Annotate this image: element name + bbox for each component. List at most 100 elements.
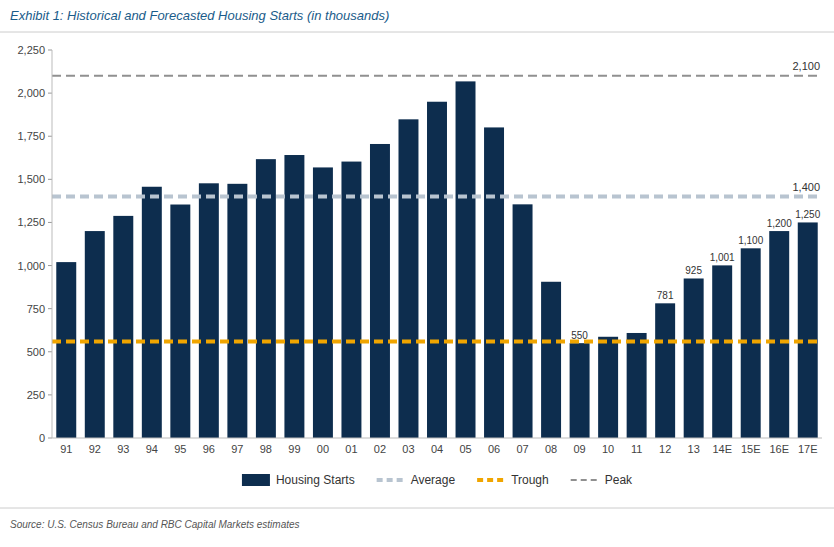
legend-item: Average [377, 473, 456, 487]
x-tick-label: 95 [174, 443, 186, 455]
chart: Exhibit 1: Historical and Forecasted Hou… [0, 0, 834, 547]
bar [627, 333, 647, 438]
x-tick-label: 10 [602, 443, 614, 455]
y-tick [48, 93, 52, 94]
bar [256, 159, 276, 438]
bar [570, 343, 590, 438]
x-tick-label: 98 [260, 443, 272, 455]
y-tick-label: 1,250 [17, 216, 45, 228]
bar [541, 282, 561, 438]
bar [142, 187, 162, 438]
legend-swatch [571, 479, 599, 481]
x-tick-label: 92 [89, 443, 101, 455]
y-tick [48, 265, 52, 266]
legend-label: Trough [511, 473, 549, 487]
x-tick-label: 11 [631, 443, 642, 455]
y-tick-label: 0 [39, 432, 45, 444]
reference-line [52, 75, 822, 77]
plot-area [52, 76, 822, 438]
x-tick-label: 12 [659, 443, 671, 455]
legend-swatch [477, 478, 505, 482]
bar [798, 222, 818, 438]
legend-swatch [242, 474, 270, 486]
x-tick-label: 13 [688, 443, 700, 455]
background [0, 0, 834, 547]
reference-label: 2,100 [792, 60, 820, 72]
y-tick [48, 222, 52, 223]
data-labels: 550 781 925 1,0011,100 1,2001,250 1,400 2,100 [571, 60, 820, 341]
separator [0, 508, 834, 509]
x-tick-label: 04 [431, 443, 443, 455]
x-tick-label: 06 [488, 443, 500, 455]
x-tick-label: 08 [545, 443, 557, 455]
bar [370, 144, 390, 438]
y-tick [48, 179, 52, 180]
y-axis: 0 250 500 750 1,000 1,250 1,500 1,750 2,000 2,250 [17, 44, 52, 444]
y-tick [48, 50, 52, 51]
bar [598, 337, 618, 438]
data-label: 1,001 [710, 252, 735, 263]
x-tick-label: 17E [798, 443, 818, 455]
reference-line [52, 339, 822, 343]
title: Exhibit 1: Historical and Forecasted Hou… [10, 8, 389, 23]
legend-item: Peak [571, 473, 633, 487]
bar [341, 162, 361, 438]
y-tick-label: 2,000 [17, 87, 45, 99]
x-tick-label: 91 [60, 443, 72, 455]
separator [0, 32, 834, 33]
y-tick [48, 394, 52, 395]
bar [513, 204, 533, 438]
data-label: 1,200 [767, 218, 792, 229]
y-tick [48, 136, 52, 137]
x-tick-label: 05 [459, 443, 471, 455]
data-label: 925 [685, 265, 702, 276]
x-tick-label: 14E [712, 443, 732, 455]
x-tick-label: 97 [231, 443, 243, 455]
x-axis: 9192939495969798990001020304050607080910… [60, 443, 817, 455]
x-tick-label: 16E [769, 443, 789, 455]
legend-label: Average [411, 473, 456, 487]
x-tick-label: 15E [741, 443, 761, 455]
bar [199, 183, 219, 438]
y-tick [48, 308, 52, 309]
y-tick-label: 250 [27, 389, 45, 401]
bar [769, 231, 789, 438]
legend-item: Housing Starts [242, 473, 355, 487]
x-tick-label: 02 [374, 443, 386, 455]
y-tick-label: 2,250 [17, 44, 45, 56]
y-tick-label: 500 [27, 346, 45, 358]
bar [170, 205, 190, 438]
x-tick-label: 09 [573, 443, 585, 455]
legend-item: Trough [477, 473, 549, 487]
x-tick-label: 00 [317, 443, 329, 455]
reference-label: 1,400 [792, 181, 820, 193]
y-axis-line [52, 50, 53, 438]
bar [712, 265, 732, 438]
y-tick-label: 1,000 [17, 260, 45, 272]
x-tick-label: 93 [117, 443, 129, 455]
x-axis-line [52, 438, 822, 439]
x-tick-label: 99 [288, 443, 300, 455]
data-label: 781 [657, 290, 674, 301]
legend-label: Peak [605, 473, 633, 487]
x-tick-label: 96 [203, 443, 215, 455]
bar [484, 127, 504, 438]
legend: Housing Starts Average Trough Peak [242, 473, 633, 487]
bar [427, 102, 447, 438]
legend-label: Housing Starts [276, 473, 355, 487]
x-tick-label: 07 [516, 443, 528, 455]
data-label: 1,250 [795, 209, 820, 220]
bar [655, 303, 675, 438]
data-label: 550 [571, 330, 588, 341]
y-tick-label: 1,750 [17, 130, 45, 142]
x-tick-label: 94 [146, 443, 158, 455]
source: Source: U.S. Census Bureau and RBC Capit… [10, 519, 300, 530]
bar [56, 262, 76, 438]
bar [684, 278, 704, 438]
data-label: 1,100 [738, 235, 763, 246]
bar [456, 81, 476, 438]
y-tick-label: 1,500 [17, 173, 45, 185]
bar [227, 184, 247, 438]
bar [85, 231, 105, 438]
y-tick-label: 750 [27, 303, 45, 315]
